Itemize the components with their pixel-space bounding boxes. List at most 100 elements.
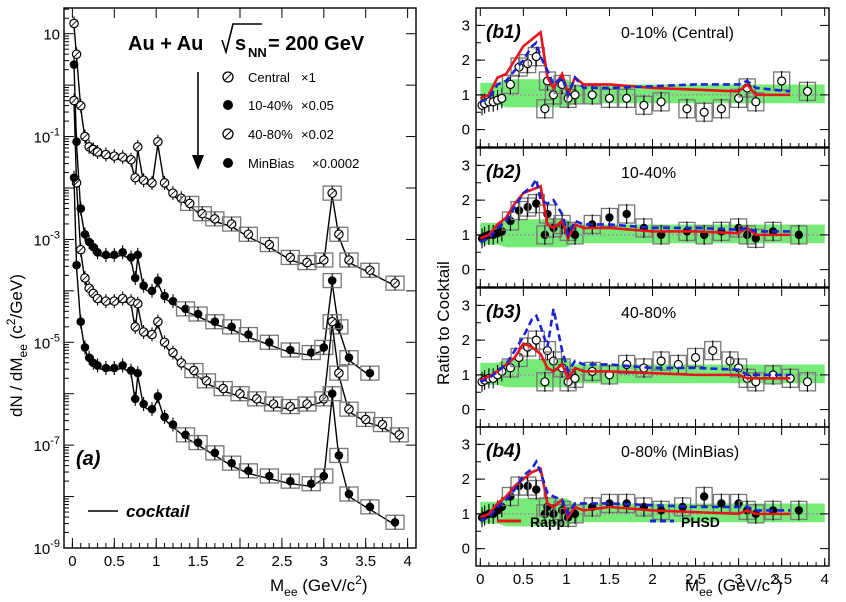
data-point-slash (287, 403, 294, 410)
y-tick-label: 0 (462, 262, 470, 279)
data-point (656, 230, 666, 240)
legend-entry-central: Central ×1 (222, 70, 316, 85)
ratio-panel-annotation: 10-40% (621, 165, 676, 182)
series-minbias (69, 170, 405, 530)
y-tick-label: 0 (462, 541, 470, 558)
data-point-slash (366, 267, 373, 274)
data-point (72, 260, 81, 270)
data-point-slash (329, 190, 336, 197)
data-point (210, 448, 220, 458)
data-point (160, 412, 169, 422)
data-point (540, 377, 550, 387)
data-point (265, 471, 274, 481)
series-40-80% (69, 93, 409, 443)
x-tick-label: 0 (476, 571, 484, 588)
x-tick-label: 1.5 (188, 553, 209, 570)
data-point-slash (128, 298, 134, 305)
data-point-slash (178, 359, 185, 366)
x-tick-label: 3 (734, 571, 742, 588)
data-point-slash (102, 298, 109, 305)
svg-text:Ratio to Cocktail: Ratio to Cocktail (434, 261, 453, 385)
x-tick-label: 0 (68, 553, 76, 570)
data-point-slash (161, 339, 168, 346)
data-point-slash (154, 138, 161, 145)
data-point (306, 479, 316, 489)
data-point-slash (94, 149, 101, 155)
data-point (244, 330, 253, 339)
data-point (93, 361, 102, 370)
phsd-line (479, 40, 791, 104)
y-tick-label: 1 (462, 367, 470, 384)
data-point (794, 506, 804, 515)
data-point-slash (392, 280, 398, 287)
data-point (540, 104, 550, 114)
data-point-slash (186, 200, 193, 207)
data-point-slash (320, 257, 327, 263)
data-point (656, 97, 666, 107)
data-point-slash (362, 416, 369, 423)
data-point (285, 476, 295, 486)
legend-entry-10-40: 10-40% ×0.05 (223, 98, 334, 113)
data-point-slash (140, 329, 147, 335)
ratio-panel-3: 0 1 2 3 (b3) 40-80% (462, 287, 830, 428)
data-point-slash (71, 20, 77, 27)
x-tick-label: 1 (152, 553, 160, 570)
panel-a-title: Au + Au (128, 33, 203, 55)
data-point (93, 247, 102, 257)
data-point (109, 250, 119, 260)
y-tick-label: 10-7 (34, 435, 60, 455)
ratio-ylabel: Ratio to Cocktail (434, 261, 453, 385)
data-point (101, 250, 111, 260)
data-point (147, 404, 157, 414)
y-tick-label: 3 (462, 157, 470, 174)
data-point-slash (228, 221, 235, 227)
data-point (139, 399, 148, 409)
svg-text:10-40%: 10-40% (248, 98, 293, 113)
data-point (690, 352, 701, 363)
x-tick-label: 4 (821, 571, 829, 588)
x-tick-label: 2.5 (685, 571, 706, 588)
data-point-slash (119, 154, 126, 161)
data-point (605, 213, 614, 222)
down-arrow-icon (192, 72, 204, 170)
data-point (76, 317, 86, 327)
ratio-panels: 0 1 2 3 (b1) 0-10% (Central) 0 1 2 3 (b2) 10-40% 0 1 2… (462, 7, 830, 588)
data-point (126, 253, 136, 262)
data-point (365, 502, 375, 512)
y-tick-label: 2 (462, 471, 470, 488)
data-point (69, 60, 79, 69)
data-point-slash (82, 275, 88, 281)
y-tick-label: 0 (462, 402, 470, 419)
series-10-40% (69, 57, 380, 381)
data-point-slash (170, 190, 176, 197)
data-point-slash (237, 390, 243, 397)
data-point (327, 389, 337, 399)
data-point-slash (329, 318, 336, 325)
data-point (181, 430, 190, 440)
data-point-slash (132, 323, 139, 330)
data-point-slash (119, 295, 126, 302)
data-point (80, 343, 90, 352)
data-point-slash (149, 179, 155, 186)
data-point (101, 363, 111, 373)
data-point-slash (132, 174, 139, 181)
data-point (802, 377, 813, 387)
ratio-panel-1: 0 1 2 3 (b1) 0-10% (Central) (462, 7, 830, 148)
y-tick-label: 1 (462, 227, 470, 244)
spectra-panel: 0 0.5 1 1.5 2 2.5 3 3.5 4 10 10-1 10-3 10-5 10-7 10-9 (34, 7, 417, 570)
y-tick-label: 10-3 (34, 229, 60, 249)
data-point (344, 353, 354, 363)
data-point (532, 485, 541, 494)
ratio-panel-4: 0 1 2 3 0 0.5 1 1.5 2 2.5 3 3.5 4 (b4) 0-80% (MinBias) (462, 426, 830, 588)
ratio-panel-annotation: 40-80% (621, 305, 676, 322)
data-point (622, 209, 631, 219)
svg-text:NN: NN (248, 45, 267, 60)
ratio-legend: Rapp PHSD (497, 514, 720, 530)
phsd-line (479, 308, 791, 384)
x-tick-label: 3.5 (771, 571, 792, 588)
data-point-slash (134, 300, 141, 307)
data-point (285, 345, 295, 355)
data-point (133, 368, 143, 378)
data-point (365, 368, 375, 378)
y-tick-label: 0 (462, 122, 470, 139)
